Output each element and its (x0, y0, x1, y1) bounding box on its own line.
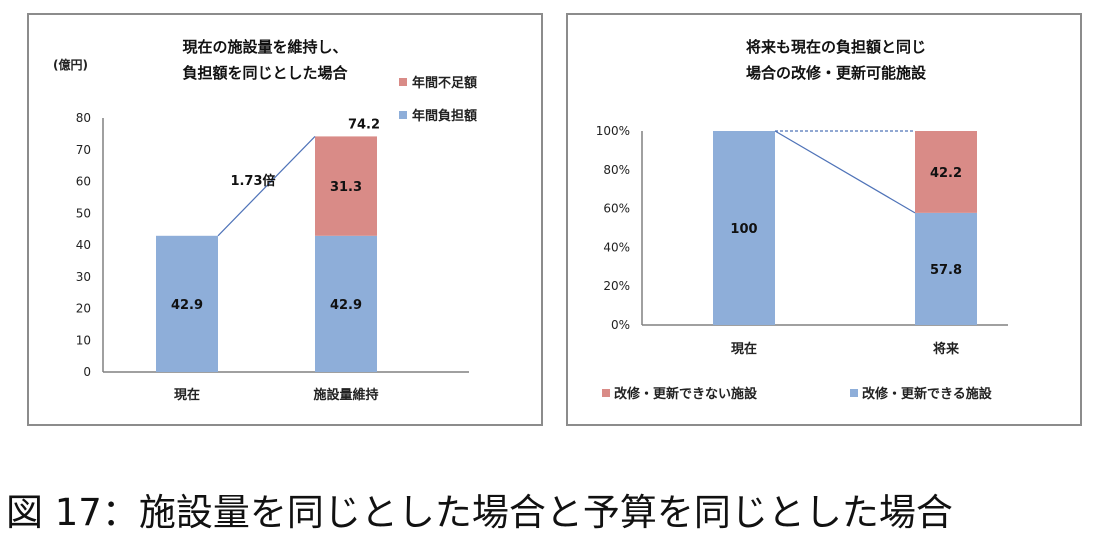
y-tick-label-left: 80 (76, 111, 91, 125)
category-label: 施設量維持 (313, 387, 378, 403)
chart-right-title-line1: 将来も現在の負担額と同じ (746, 38, 926, 56)
legend-swatch-cannot-renew (602, 389, 610, 397)
data-label: 31.3 (330, 180, 362, 195)
y-tick-label-left: 0 (83, 365, 91, 379)
legend-label-unfunded: 年間不足額 (412, 75, 477, 91)
category-label: 現在 (731, 341, 757, 357)
bar-segment (156, 235, 218, 372)
y-tick-label-left: 70 (76, 143, 91, 157)
data-label: 42.9 (330, 298, 362, 313)
legend-label-funded: 年間負担額 (412, 108, 477, 124)
chart-panel-left: 現在の施設量を維持し、 負担額を同じとした場合 (億円) 0 10 20 30 40 50… (27, 13, 543, 426)
chart-left-title-line1: 現在の施設量を維持し、 (182, 38, 347, 56)
bar-segment (915, 212, 977, 325)
bar-segment (915, 131, 977, 213)
legend-swatch-can-renew (850, 389, 858, 397)
y-tick-label-right: 20% (603, 279, 630, 293)
y-tick-label-left: 60 (76, 175, 91, 189)
bar-segment (315, 136, 377, 236)
category-label: 将来 (933, 341, 960, 357)
figure-caption: 図 17：施設量を同じとした場合と予算を同じとした場合 (6, 491, 953, 534)
chart-left-svg: 現在の施設量を維持し、 負担額を同じとした場合 (億円) 0 10 20 30 40 50… (53, 38, 477, 403)
bar-segment (713, 131, 775, 325)
chart-left-unit-label: (億円) (53, 57, 88, 72)
category-label: 現在 (174, 387, 200, 403)
bar-segment (315, 235, 377, 372)
y-tick-label-left: 40 (76, 238, 91, 252)
chart-right-svg: 将来も現在の負担額と同じ 場合の改修・更新可能施設 0% 20% 40% 60% 80%… (596, 38, 1008, 402)
connector-line (217, 135, 316, 237)
legend-swatch-unfunded (399, 78, 407, 86)
y-tick-label-right: 80% (603, 163, 630, 177)
y-tick-label-left: 30 (76, 270, 91, 284)
chart-panel-right: 将来も現在の負担額と同じ 場合の改修・更新可能施設 0% 20% 40% 60% 80%… (566, 13, 1082, 426)
legend-label-can-renew: 改修・更新できる施設 (862, 386, 993, 402)
data-label: 42.9 (171, 298, 203, 313)
data-label: 57.8 (930, 263, 962, 278)
y-tick-label-right: 100% (596, 124, 630, 138)
legend-swatch-funded (399, 111, 407, 119)
total-label: 74.2 (348, 117, 380, 132)
data-label: 42.2 (930, 166, 962, 181)
y-tick-label-left: 20 (76, 302, 91, 316)
chart-right-title-line2: 場合の改修・更新可能施設 (746, 64, 927, 82)
ratio-annotation: 1.73倍 (230, 173, 275, 189)
y-tick-label-right: 60% (603, 202, 630, 216)
y-tick-label-left: 50 (76, 206, 91, 220)
y-tick-label-right: 40% (603, 240, 630, 254)
connector-line-funded (774, 130, 916, 214)
legend-label-cannot-renew: 改修・更新できない施設 (614, 386, 758, 402)
y-tick-label-left: 10 (76, 333, 91, 347)
y-tick-label-right: 0% (611, 318, 630, 332)
chart-left-title-line2: 負担額を同じとした場合 (182, 64, 348, 82)
data-label: 100 (730, 222, 757, 237)
